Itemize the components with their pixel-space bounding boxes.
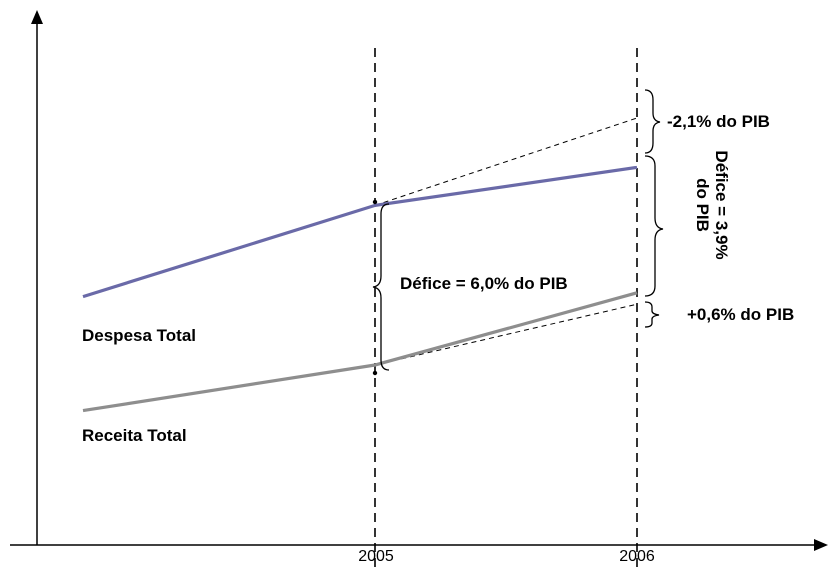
point-receita-2005 bbox=[372, 370, 378, 376]
annotation-deficit-2006-line2: do PIB bbox=[693, 178, 712, 232]
annotation-expense-delta: -2,1% do PIB bbox=[667, 112, 770, 131]
brace-revenue-delta bbox=[644, 301, 660, 328]
annotation-revenue-delta: +0,6% do PIB bbox=[687, 305, 794, 324]
series-label-despesa-total: Despesa Total bbox=[82, 326, 196, 345]
x-tick-label-2006: 2006 bbox=[619, 548, 655, 565]
annotation-deficit-2006: Défice = 3,9% do PIB bbox=[693, 150, 731, 259]
series-line-despesa-total bbox=[82, 165, 638, 299]
x-axis-arrow-icon bbox=[814, 539, 828, 551]
annotation-deficit-2006-line1: Défice = 3,9% bbox=[712, 150, 731, 259]
projection-line-revenue bbox=[374, 303, 638, 366]
brace-expense-delta bbox=[644, 89, 661, 154]
projection-line-expense bbox=[374, 117, 638, 206]
brace-deficit-2006 bbox=[644, 155, 664, 297]
brace-deficit-2005 bbox=[372, 203, 390, 371]
series-line-receita-total bbox=[82, 291, 638, 413]
series-label-receita-total: Receita Total bbox=[82, 426, 187, 445]
annotation-deficit-2005: Défice = 6,0% do PIB bbox=[400, 274, 568, 293]
point-despesa-2005 bbox=[372, 199, 378, 205]
x-tick-label-2005: 2005 bbox=[358, 548, 394, 565]
y-axis-arrow-icon bbox=[31, 10, 43, 24]
